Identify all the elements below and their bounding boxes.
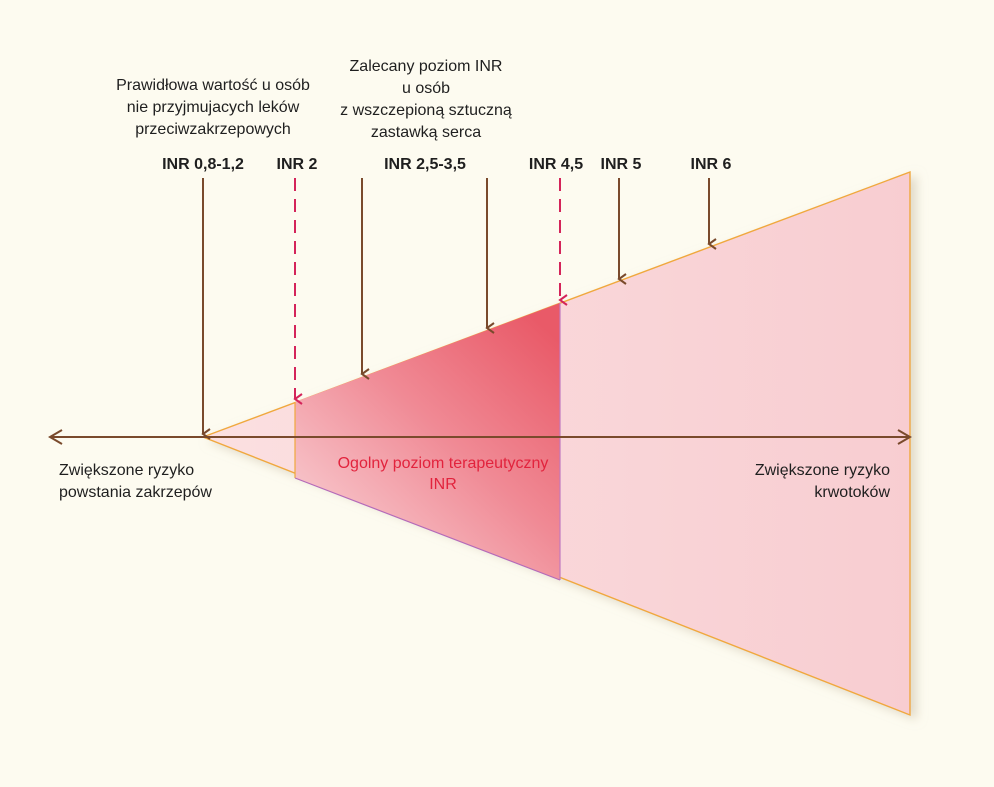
marker-label-inr-2: INR 2	[276, 156, 318, 173]
marker-label-inr-5: INR 5	[600, 156, 642, 173]
left-risk-label: Zwiększone ryzyko powstania zakrzepów	[59, 462, 212, 501]
marker-label-inr-45: INR 4,5	[528, 156, 584, 173]
recommended-inr-label: Zalecany poziom INR u osób z wszczepioną…	[340, 58, 512, 141]
therapeutic-bottom-edge	[294, 477, 561, 581]
marker-label-inr-08-12: INR 0,8-1,2	[162, 156, 244, 173]
marker-arrows	[201, 178, 717, 440]
horizontal-axis	[48, 429, 912, 445]
marker-label-inr-25-35: INR 2,5-3,5	[384, 156, 466, 173]
therapeutic-region	[295, 303, 560, 580]
marker-label-inr-6: INR 6	[690, 156, 732, 173]
therapeutic-level-label: Ogolny poziom terapeutyczny INR	[337, 455, 549, 493]
right-risk-label: Zwiększone ryzyko krwotoków	[754, 462, 890, 501]
normal-value-label: Prawidłowa wartość u osób nie przyjmujac…	[116, 77, 310, 138]
